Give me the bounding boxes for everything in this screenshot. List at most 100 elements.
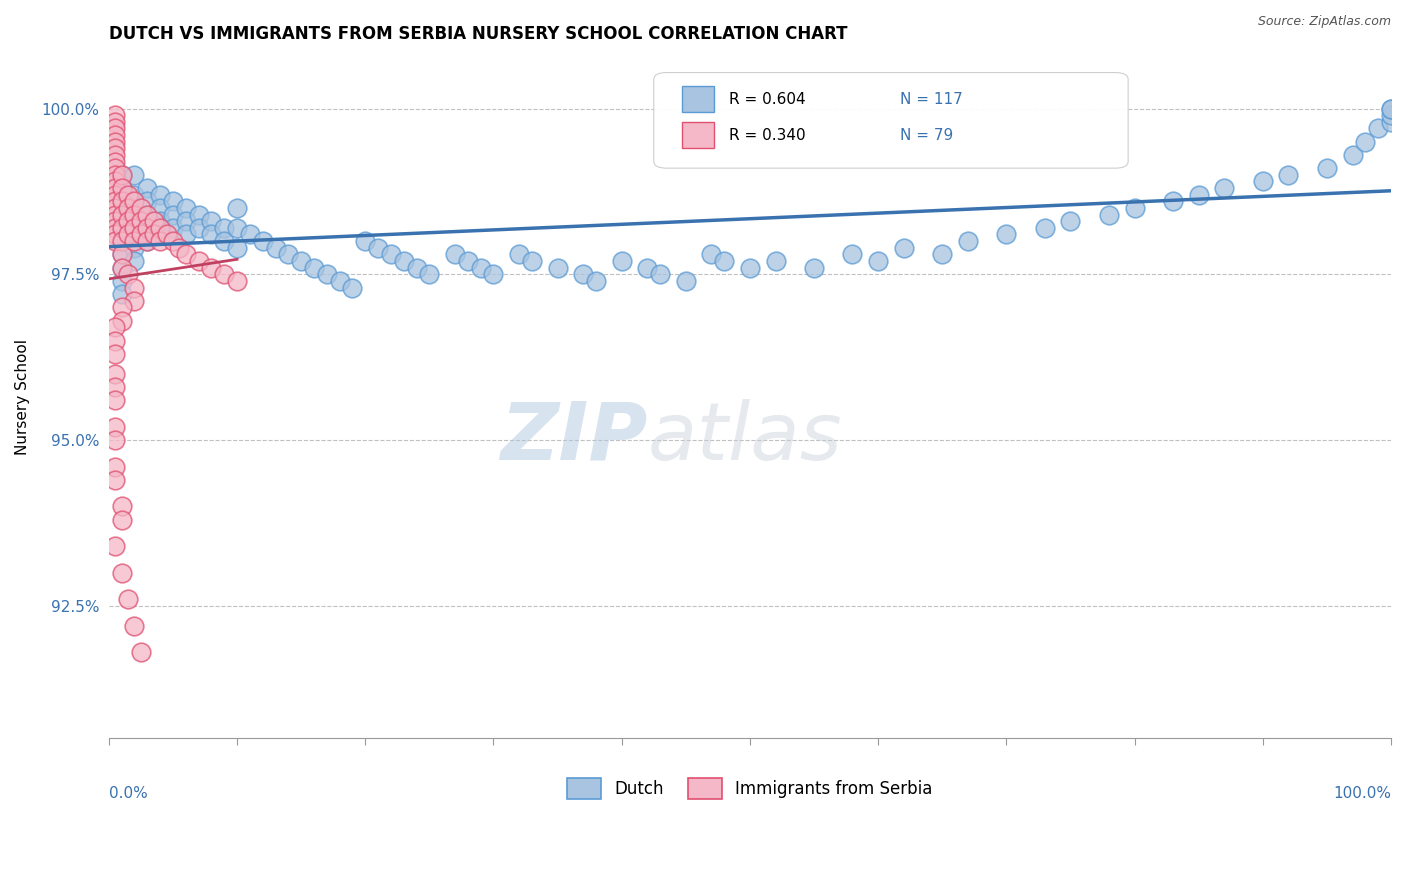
Point	[239, 227, 262, 242]
Point	[111, 194, 134, 209]
Point	[111, 301, 134, 315]
Point	[457, 254, 479, 268]
Point	[111, 566, 134, 580]
Point	[124, 254, 146, 268]
Point	[547, 260, 569, 275]
Point	[354, 234, 377, 248]
Text: atlas: atlas	[647, 399, 842, 477]
Point	[162, 208, 184, 222]
Point	[585, 274, 607, 288]
Point	[392, 254, 415, 268]
Point	[1123, 201, 1146, 215]
Point	[329, 274, 352, 288]
Point	[444, 247, 467, 261]
Point	[1367, 121, 1389, 136]
Point	[200, 214, 222, 228]
Point	[155, 227, 177, 242]
Point	[124, 208, 146, 222]
Point	[290, 254, 312, 268]
Point	[174, 247, 197, 261]
Point	[149, 234, 172, 248]
Point	[226, 241, 249, 255]
Point	[111, 287, 134, 301]
Point	[136, 220, 159, 235]
Point	[1033, 220, 1056, 235]
Point	[111, 194, 134, 209]
Point	[508, 247, 530, 261]
Point	[713, 254, 735, 268]
Point	[111, 260, 134, 275]
Point	[174, 227, 197, 242]
Point	[149, 227, 172, 242]
Point	[104, 141, 127, 155]
Point	[104, 227, 127, 242]
Point	[111, 208, 134, 222]
Point	[650, 267, 672, 281]
Point	[162, 220, 184, 235]
Point	[104, 121, 127, 136]
Point	[111, 181, 134, 195]
Point	[572, 267, 595, 281]
Point	[124, 168, 146, 182]
Point	[136, 181, 159, 195]
Point	[212, 267, 235, 281]
Point	[129, 645, 152, 659]
Point	[104, 234, 127, 248]
Point	[111, 234, 134, 248]
Point	[124, 234, 146, 248]
Point	[174, 201, 197, 215]
Point	[1341, 148, 1364, 162]
Point	[136, 194, 159, 209]
Point	[868, 254, 890, 268]
Point	[111, 314, 134, 328]
Point	[1379, 102, 1402, 116]
Point	[111, 181, 134, 195]
Point	[104, 214, 127, 228]
Point	[117, 201, 139, 215]
Point	[169, 241, 191, 255]
Point	[149, 201, 172, 215]
Point	[405, 260, 427, 275]
Text: Source: ZipAtlas.com: Source: ZipAtlas.com	[1258, 15, 1391, 29]
Point	[277, 247, 299, 261]
Point	[104, 433, 127, 447]
Text: 0.0%: 0.0%	[108, 786, 148, 801]
Point	[104, 108, 127, 122]
Point	[149, 220, 172, 235]
Point	[111, 500, 134, 514]
Point	[1059, 214, 1081, 228]
Point	[187, 254, 209, 268]
Point	[342, 280, 364, 294]
Point	[1316, 161, 1339, 176]
Point	[636, 260, 658, 275]
Point	[104, 115, 127, 129]
Point	[187, 220, 209, 235]
Point	[149, 214, 172, 228]
Point	[200, 227, 222, 242]
Point	[104, 459, 127, 474]
Point	[162, 234, 184, 248]
Point	[212, 220, 235, 235]
Point	[111, 247, 134, 261]
Point	[1213, 181, 1236, 195]
Text: ZIP: ZIP	[501, 399, 647, 477]
Point	[187, 208, 209, 222]
Point	[1098, 208, 1121, 222]
Point	[117, 267, 139, 281]
Point	[129, 227, 152, 242]
Point	[765, 254, 787, 268]
Point	[111, 208, 134, 222]
Point	[111, 234, 134, 248]
Point	[162, 194, 184, 209]
Point	[142, 227, 165, 242]
Point	[124, 618, 146, 632]
Point	[200, 260, 222, 275]
Point	[520, 254, 543, 268]
Point	[149, 187, 172, 202]
Point	[252, 234, 274, 248]
Point	[302, 260, 325, 275]
Point	[367, 241, 389, 255]
Point	[129, 214, 152, 228]
Point	[470, 260, 492, 275]
Point	[117, 214, 139, 228]
